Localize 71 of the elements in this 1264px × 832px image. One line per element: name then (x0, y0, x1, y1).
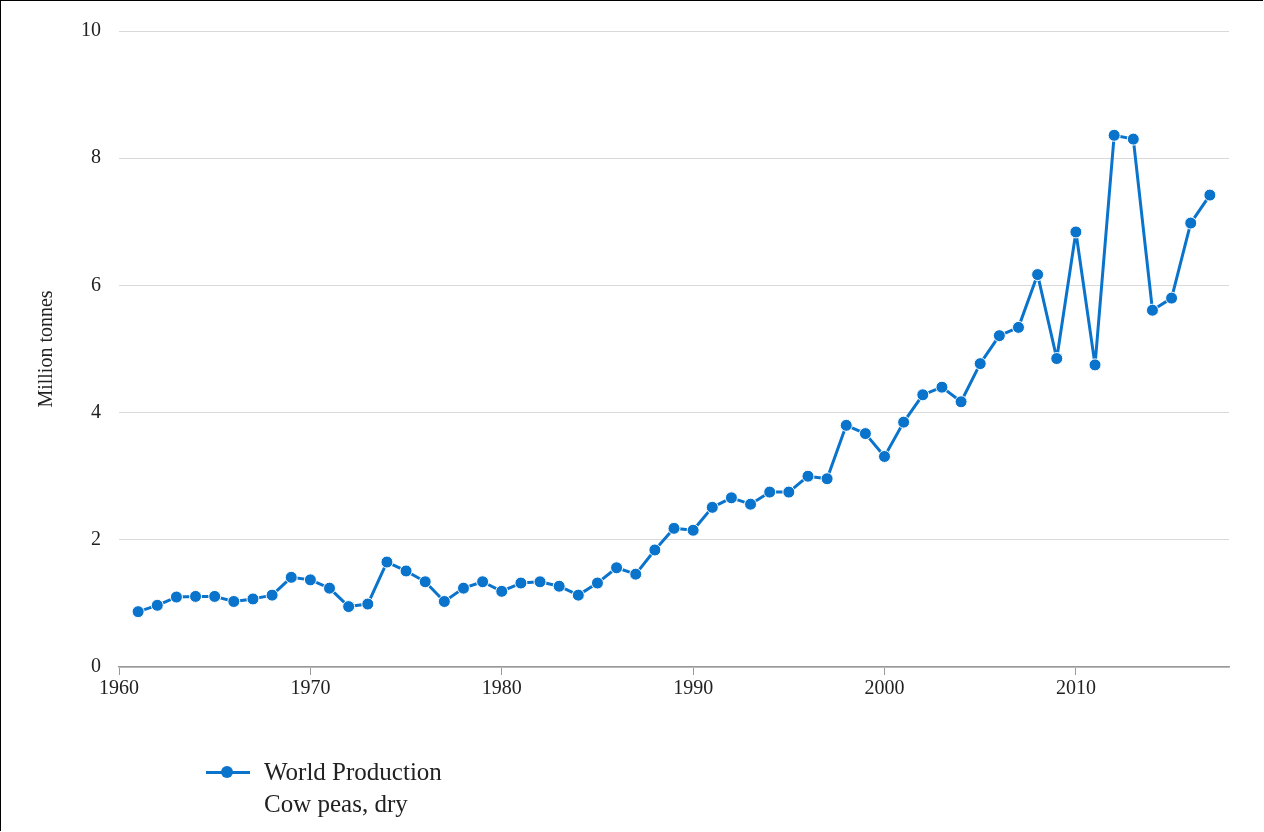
point (169, 590, 183, 604)
point (992, 329, 1006, 343)
x-tick-label: 1970 (290, 676, 331, 699)
point (418, 575, 432, 589)
point (858, 427, 872, 441)
point (399, 564, 413, 578)
point (1145, 303, 1159, 317)
point (801, 469, 815, 483)
point (495, 584, 509, 598)
point (571, 588, 585, 602)
point (782, 485, 796, 499)
point (246, 592, 260, 606)
point (973, 357, 987, 371)
x-tick-label: 1960 (99, 676, 139, 699)
point (897, 415, 911, 429)
point (1050, 352, 1064, 366)
point (705, 500, 719, 514)
point (1126, 132, 1140, 146)
point (724, 491, 738, 505)
x-tick-label: 1990 (673, 676, 714, 699)
point (648, 543, 662, 557)
y-axis-title: Million tonnes (34, 290, 57, 408)
point (916, 388, 930, 402)
point (189, 589, 203, 603)
point (227, 594, 241, 608)
point (1165, 291, 1179, 305)
point (1031, 268, 1045, 282)
y-tick-label: 8 (91, 145, 101, 168)
point (610, 561, 624, 575)
point (131, 605, 145, 619)
x-tick-label: 1980 (481, 676, 522, 699)
point (380, 555, 394, 569)
point (1107, 128, 1121, 142)
point (667, 521, 681, 535)
point (303, 573, 317, 587)
point (954, 395, 968, 409)
point (437, 594, 451, 608)
point (1011, 320, 1025, 334)
point (533, 575, 547, 589)
y-tick-label: 4 (91, 399, 101, 422)
point (1184, 216, 1198, 230)
y-tick-label: 0 (91, 654, 101, 677)
point (744, 497, 758, 511)
point (476, 575, 490, 589)
point (629, 567, 643, 581)
point (1088, 358, 1102, 372)
point (150, 598, 164, 612)
point (1069, 225, 1083, 239)
point (686, 523, 700, 537)
point (342, 600, 356, 614)
point (1203, 188, 1217, 202)
point (208, 589, 222, 603)
point (265, 588, 279, 602)
point (839, 418, 853, 432)
point (878, 449, 892, 463)
point (552, 579, 566, 593)
point (323, 581, 337, 595)
y-tick-label: 2 (91, 527, 101, 550)
point (284, 570, 298, 584)
point (361, 597, 375, 611)
legend-label: World Production Cow peas, dry (264, 757, 442, 819)
point (514, 576, 528, 590)
point (456, 581, 470, 595)
y-tick-label: 10 (81, 18, 101, 41)
y-tick-label: 6 (91, 272, 101, 295)
point (763, 485, 777, 499)
x-tick-label: 2010 (1055, 676, 1096, 699)
point (590, 576, 604, 590)
x-tick-label: 2000 (864, 676, 905, 699)
point (935, 380, 949, 394)
point (820, 472, 834, 486)
